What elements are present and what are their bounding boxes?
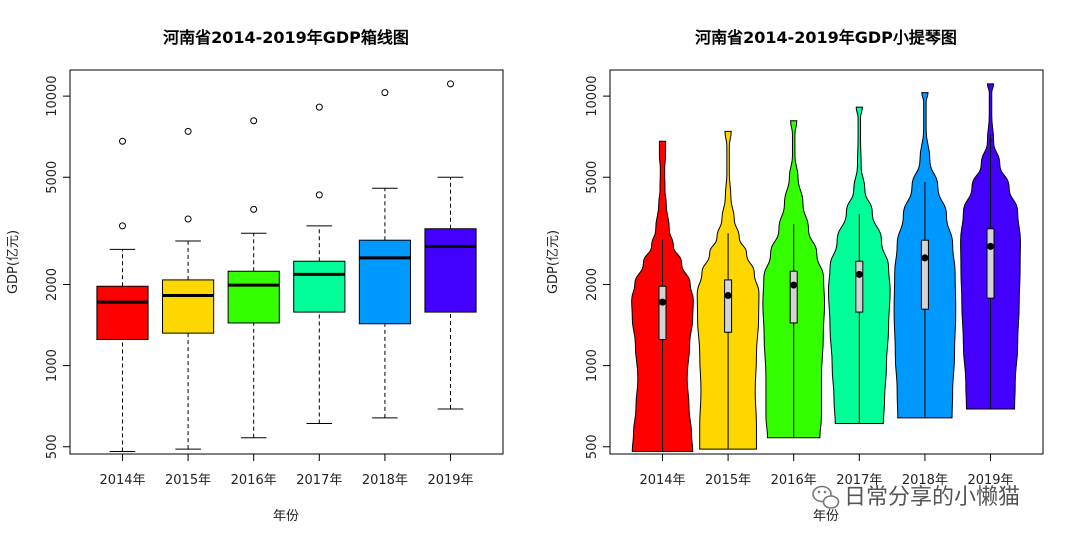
violin-median-point: [658, 298, 666, 306]
violin-2017年: [827, 106, 891, 424]
outlier-point: [184, 127, 192, 135]
box-2015年: [162, 127, 215, 450]
boxplot-title: 河南省2014-2019年GDP箱线图: [163, 28, 409, 47]
outlier-point: [250, 117, 258, 125]
iqr-box: [358, 239, 411, 325]
box-y-tick-label: 500: [45, 434, 60, 459]
violin-median-point: [724, 292, 732, 300]
violin-y-tick-label: 5000: [585, 161, 600, 194]
iqr-box: [227, 270, 280, 324]
violin-iqr-box: [855, 260, 864, 313]
boxplot-panel: 河南省2014-2019年GDP箱线图 500 1000 2000 5000 10000…: [6, 28, 504, 524]
violin-x-label: 年份: [813, 509, 839, 524]
violin-median-point: [855, 270, 863, 278]
box-2018年: [358, 89, 411, 419]
boxplot-y-axis: 500 1000 2000 5000 10000: [45, 75, 70, 459]
violin-2018年: [893, 92, 957, 419]
boxplot-plot-frame: [69, 69, 504, 455]
violin-x-tick-label: 2014年: [639, 473, 685, 488]
box-x-tick-label: 2014年: [99, 473, 145, 488]
violin-iqr-box: [789, 270, 798, 324]
violin-x-tick-label: 2019年: [967, 473, 1013, 488]
outlier-point: [381, 89, 389, 97]
violin-median-point: [790, 281, 798, 289]
box-x-tick-label: 2015年: [165, 473, 211, 488]
violin-iqr-box: [986, 228, 995, 299]
box-2016年: [227, 117, 280, 439]
violin-x-tick-label: 2015年: [705, 473, 751, 488]
boxplot-x-label: 年份: [273, 509, 299, 524]
violin-title: 河南省2014-2019年GDP小提琴图: [695, 28, 957, 47]
box-x-tick-label: 2018年: [362, 473, 408, 488]
violin-x-tick-label: 2017年: [836, 473, 882, 488]
violin-iqr-box: [724, 279, 733, 333]
violin-iqr-box: [920, 239, 929, 310]
violin-marks: [631, 83, 1021, 453]
iqr-box: [162, 279, 215, 334]
violin-y-tick-label: 500: [585, 434, 600, 459]
violin-plot-frame: [609, 69, 1044, 455]
violin-y-tick-label: 2000: [585, 268, 600, 301]
violin-panel: 河南省2014-2019年GDP小提琴图 500 1000 2000 5000 1000…: [546, 28, 1044, 524]
boxplot-x-axis: 2014年 2015年 2016年 2017年 2018年 2019年: [99, 454, 474, 488]
wechat-icon: [812, 485, 840, 509]
box-y-tick-label: 2000: [45, 268, 60, 301]
violin-iqr-box: [658, 285, 667, 341]
outlier-point: [118, 137, 126, 145]
watermark-text: 日常分享的小懒猫: [844, 485, 1020, 510]
violin-y-axis: 500 1000 2000 5000 10000: [585, 75, 610, 459]
watermark: 日常分享的小懒猫: [812, 485, 1020, 510]
box-y-tick-label: 1000: [45, 349, 60, 382]
iqr-box: [293, 260, 346, 313]
box-x-tick-label: 2016年: [231, 473, 277, 488]
violin-2015年: [696, 130, 760, 450]
violin-2016年: [762, 120, 826, 439]
box-y-tick-label: 5000: [45, 161, 60, 194]
boxplot-y-label: GDP(亿元): [6, 230, 21, 294]
violin-x-axis: 2014年 2015年 2016年 2017年 2018年 2019年: [639, 454, 1014, 488]
violin-median-point: [987, 242, 995, 250]
outlier-point: [184, 215, 192, 223]
violin-x-tick-label: 2018年: [902, 473, 948, 488]
violin-y-tick-label: 1000: [585, 349, 600, 382]
iqr-box: [424, 228, 477, 313]
violin-2014年: [631, 140, 694, 453]
iqr-box: [96, 285, 149, 341]
box-x-tick-label: 2017年: [296, 473, 342, 488]
outlier-point: [118, 222, 126, 230]
violin-x-tick-label: 2016年: [771, 473, 817, 488]
outlier-point: [315, 103, 323, 111]
violin-2019年: [960, 83, 1021, 410]
boxplot-marks: [96, 80, 477, 453]
box-2019年: [424, 80, 477, 410]
outlier-point: [250, 205, 258, 213]
box-x-tick-label: 2019年: [427, 473, 473, 488]
violin-median-point: [921, 254, 929, 262]
violin-y-tick-label: 10000: [585, 75, 600, 116]
outlier-point: [315, 191, 323, 199]
violin-y-label: GDP(亿元): [546, 230, 561, 294]
box-2017年: [293, 103, 346, 424]
outlier-point: [447, 80, 455, 88]
box-y-tick-label: 10000: [45, 75, 60, 116]
box-2014年: [96, 137, 149, 453]
